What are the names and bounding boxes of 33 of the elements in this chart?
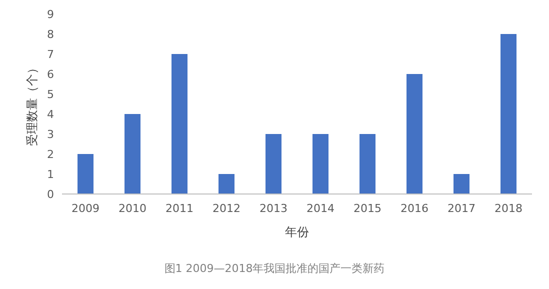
x-tick-label: 2015: [354, 202, 382, 215]
x-tick-label: 2009: [72, 202, 100, 215]
y-tick-label: 0: [47, 188, 54, 201]
bar: [454, 174, 470, 194]
bar: [406, 74, 422, 194]
x-tick-label: 2018: [494, 202, 522, 215]
bar: [266, 134, 282, 194]
x-tick-label: 2010: [118, 202, 146, 215]
bar: [312, 134, 328, 194]
y-tick-label: 9: [47, 8, 54, 21]
x-tick-label: 2012: [212, 202, 240, 215]
x-tick-label: 2013: [260, 202, 288, 215]
bar: [218, 174, 234, 194]
bar: [500, 34, 516, 194]
y-tick-label: 6: [47, 68, 54, 81]
caption: 图1 2009—2018年我国批准的国产一类新药: [164, 262, 385, 275]
bar: [124, 114, 140, 194]
bar: [78, 154, 94, 194]
x-tick-label: 2016: [400, 202, 428, 215]
y-tick-label: 5: [47, 88, 54, 101]
bar: [172, 54, 188, 194]
bar: [360, 134, 376, 194]
x-tick-label: 2017: [448, 202, 476, 215]
y-tick-label: 1: [47, 168, 54, 181]
x-tick-label: 2014: [306, 202, 334, 215]
y-tick-label: 4: [47, 108, 54, 121]
y-tick-label: 8: [47, 28, 54, 41]
x-axis-title: 年份: [285, 225, 309, 239]
y-tick-label: 2: [47, 148, 54, 161]
x-tick-label: 2011: [166, 202, 194, 215]
y-axis-title: 受理数量（个）: [25, 62, 39, 146]
y-tick-label: 7: [47, 48, 54, 61]
y-tick-label: 3: [47, 128, 54, 141]
